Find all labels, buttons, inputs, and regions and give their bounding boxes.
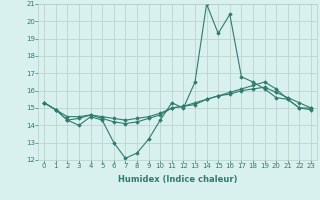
X-axis label: Humidex (Indice chaleur): Humidex (Indice chaleur) xyxy=(118,175,237,184)
